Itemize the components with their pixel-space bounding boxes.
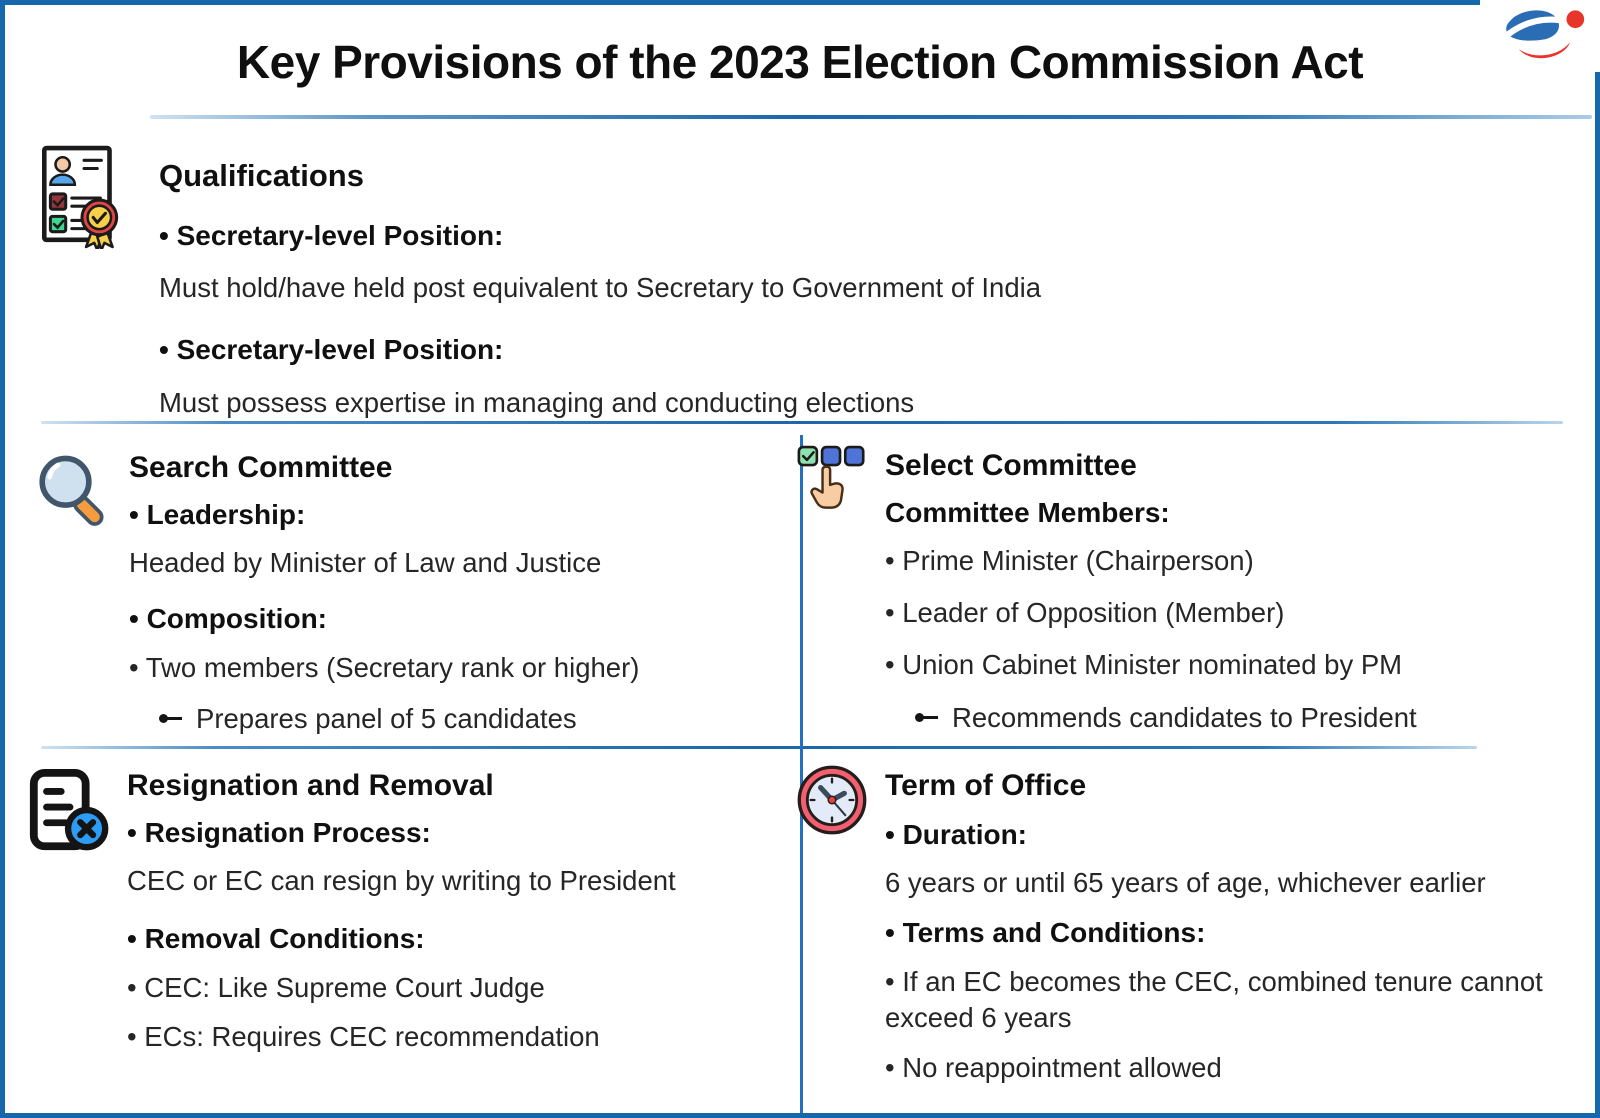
brand-logo-icon	[1500, 10, 1585, 59]
description: CEC or EC can resign by writing to Presi…	[127, 864, 676, 896]
bullet-heading: • Leadership:	[129, 498, 306, 530]
list-item: • CEC: Like Supreme Court Judge	[127, 971, 545, 1003]
list-item: • ECs: Requires CEC recommendation	[127, 1020, 600, 1052]
checkboxes-pointer-hand-icon	[797, 439, 867, 530]
bullet-heading: • Removal Conditions:	[127, 923, 425, 955]
description: Must hold/have held post equivalent to S…	[159, 272, 1042, 304]
section-title-resignation-removal: Resignation and Removal	[127, 769, 494, 802]
list-item: • No reappointment allowed	[885, 1052, 1222, 1084]
section-title-qualifications: Qualifications	[159, 158, 364, 193]
row-divider-top	[41, 421, 1563, 424]
title-divider	[150, 115, 1592, 119]
bullet-heading: Committee Members:	[885, 496, 1170, 528]
arrow-item-text: Recommends candidates to President	[952, 701, 1417, 733]
row-divider-bottom	[41, 746, 1477, 749]
bullet-heading: • Duration:	[885, 818, 1028, 850]
magnifier-icon	[31, 441, 115, 542]
description: Must possess expertise in managing and c…	[159, 386, 915, 418]
section-qualifications: Qualifications • Secretary-level Positio…	[31, 139, 1579, 447]
section-search-committee: Search Committee • Leadership: Headed by…	[31, 441, 781, 737]
arrow-bullet-icon	[915, 712, 940, 723]
description: Headed by Minister of Law and Justice	[129, 546, 602, 578]
section-term-of-office: Term of Office • Duration: 6 years or un…	[795, 757, 1589, 1100]
bullet-heading: • Terms and Conditions:	[885, 917, 1206, 949]
list-item: • Two members (Secretary rank or higher)	[129, 651, 640, 683]
arrow-list-item: Prepares panel of 5 candidates	[159, 701, 781, 737]
page-title: Key Provisions of the 2023 Election Comm…	[236, 36, 1364, 88]
clock-icon	[795, 757, 869, 842]
section-title-term-of-office: Term of Office	[885, 769, 1087, 802]
list-item: • Leader of Opposition (Member)	[885, 597, 1285, 629]
bullet-heading: • Secretary-level Position:	[159, 334, 504, 366]
bullet-heading: • Composition:	[129, 603, 327, 635]
description: 6 years or until 65 years of age, whiche…	[885, 866, 1486, 898]
section-resignation-removal: Resignation and Removal • Resignation Pr…	[25, 757, 787, 1068]
list-item: • Union Cabinet Minister nominated by PM	[885, 649, 1403, 681]
bullet-heading: • Resignation Process:	[127, 816, 431, 848]
section-select-committee: Select Committee Committee Members: • Pr…	[797, 439, 1592, 736]
arrow-item-text: Prepares panel of 5 candidates	[196, 702, 577, 734]
arrow-bullet-icon	[159, 713, 184, 724]
list-item: • Prime Minister (Chairperson)	[885, 544, 1254, 576]
section-title-select-committee: Select Committee	[885, 449, 1137, 482]
list-item: • If an EC becomes the CEC, combined ten…	[885, 965, 1543, 1033]
arrow-list-item: Recommends candidates to President	[915, 700, 1592, 736]
section-title-search-committee: Search Committee	[129, 451, 393, 484]
bullet-heading: • Secretary-level Position:	[159, 219, 504, 251]
column-divider	[800, 435, 803, 1113]
certificate-badge-icon	[31, 139, 133, 254]
brand-logo	[1480, 0, 1600, 72]
document-cross-icon	[25, 757, 115, 862]
